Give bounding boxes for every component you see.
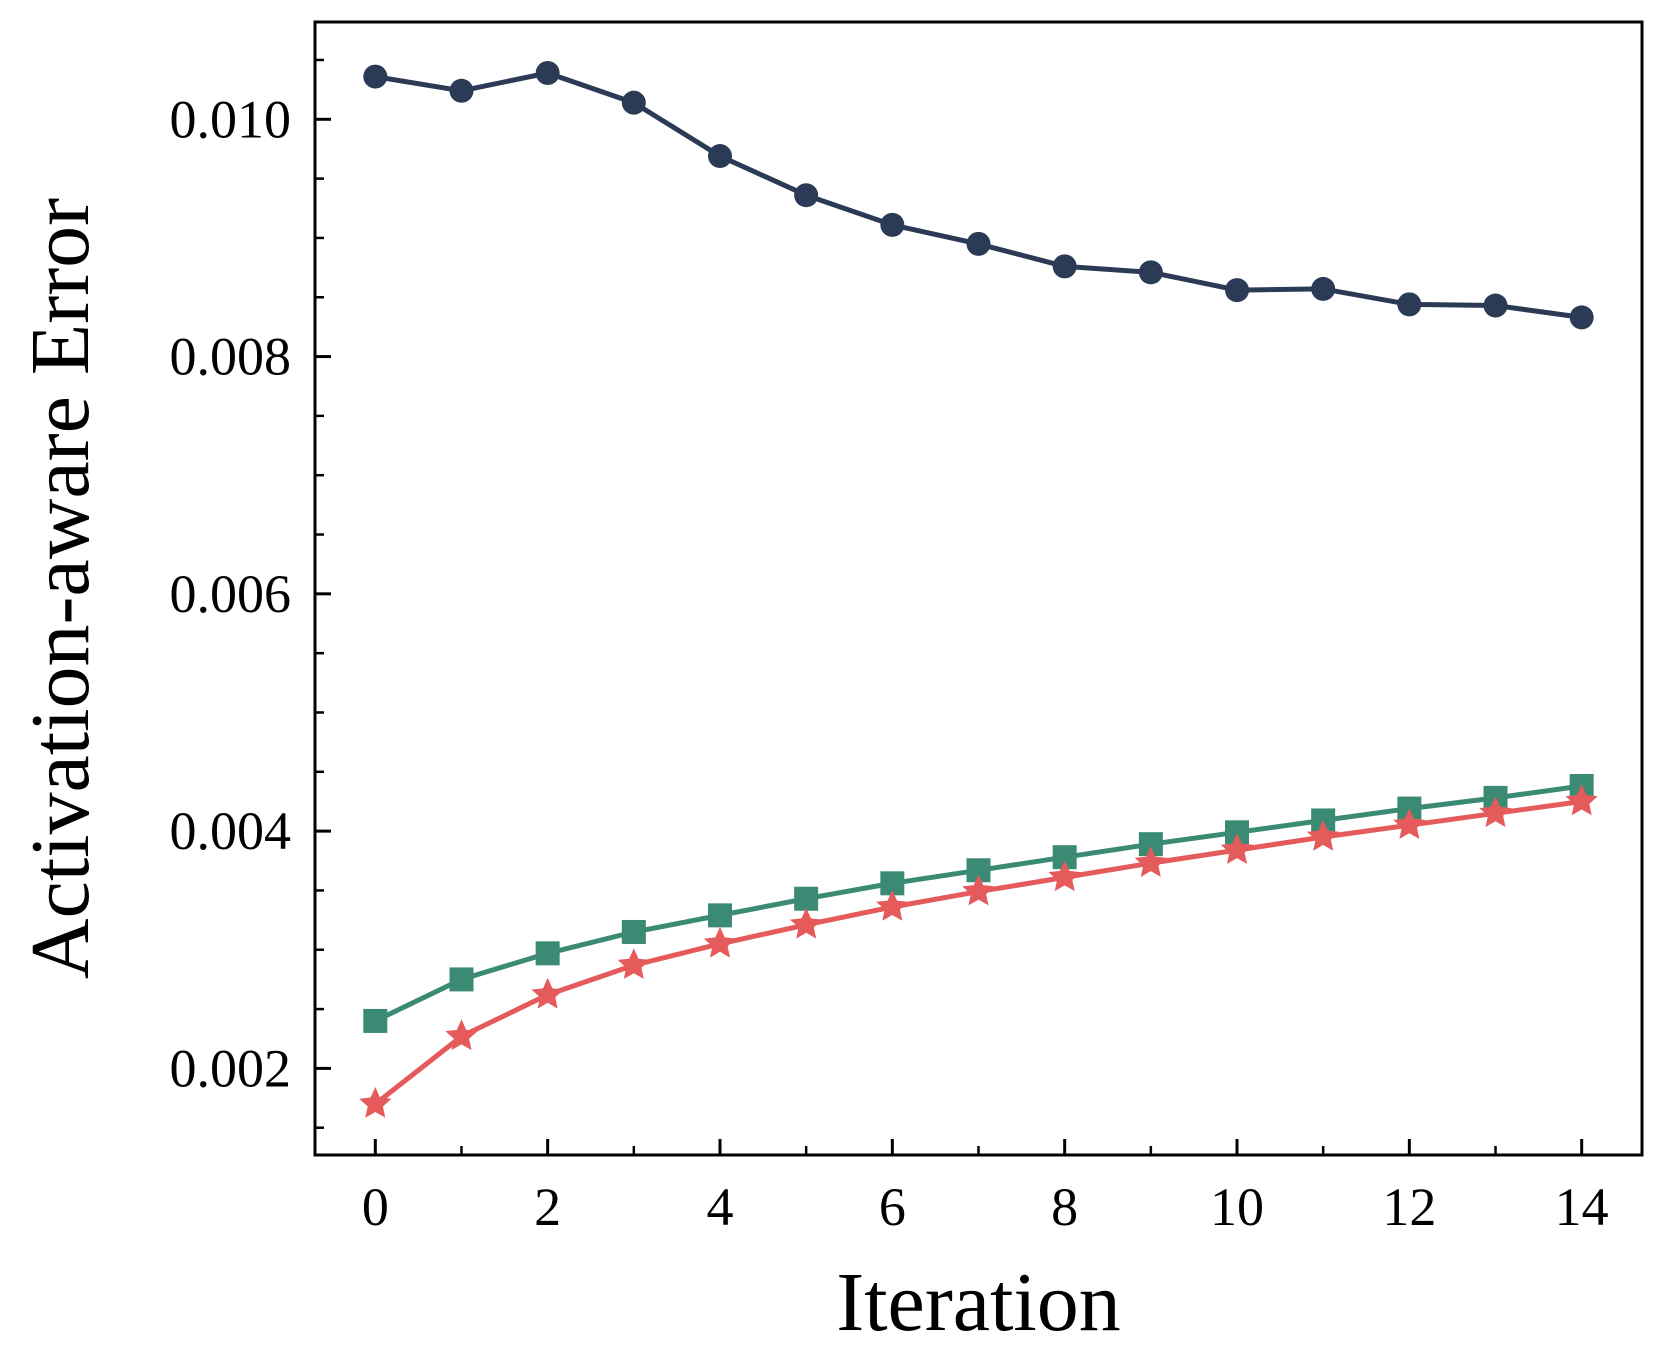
y-tick-label: 0.006 [170, 564, 292, 624]
data-point [1393, 808, 1426, 839]
y-tick-label: 0.010 [170, 89, 292, 149]
data-point [794, 886, 819, 911]
data-point [1052, 254, 1077, 279]
data-point [703, 926, 737, 958]
y-axis-title: Activation-aware Error [14, 198, 107, 979]
data-point [1565, 784, 1598, 816]
data-point [1138, 260, 1163, 285]
x-tick-label: 14 [1555, 1177, 1609, 1237]
data-point [1225, 278, 1250, 303]
data-point [876, 890, 909, 921]
data-point [531, 977, 564, 1009]
data-point [1307, 820, 1340, 851]
data-point [1479, 796, 1512, 828]
data-point [790, 907, 823, 939]
data-point [535, 941, 560, 966]
dark-circle-series [363, 61, 1594, 330]
x-axis-title: Iteration [836, 1256, 1121, 1349]
data-point [707, 903, 732, 928]
data-point [445, 1019, 478, 1051]
data-point [1397, 292, 1422, 317]
data-point [794, 183, 819, 208]
data-point [449, 967, 474, 992]
x-tick-label: 0 [362, 1177, 389, 1237]
x-tick-label: 2 [534, 1177, 561, 1237]
data-point [363, 1008, 388, 1033]
data-point [617, 948, 650, 979]
red-star-series [359, 784, 1598, 1118]
data-point [621, 90, 646, 115]
y-tick-label: 0.004 [170, 801, 292, 861]
data-point [363, 64, 388, 89]
x-tick-label: 8 [1051, 1177, 1078, 1237]
data-point [1048, 860, 1081, 892]
data-point [449, 78, 474, 103]
data-point [1220, 833, 1254, 864]
x-tick-label: 10 [1210, 1177, 1264, 1237]
x-tick-label: 12 [1382, 1177, 1436, 1237]
y-tick-label: 0.002 [170, 1038, 292, 1098]
y-tick-label: 0.008 [170, 327, 292, 387]
plot-frame [313, 20, 1644, 1157]
data-point [1569, 305, 1594, 330]
data-point [621, 919, 646, 944]
data-point [880, 212, 905, 237]
data-series [359, 61, 1598, 1118]
data-point [707, 144, 732, 169]
x-tick-label: 4 [706, 1177, 733, 1237]
x-tick-label: 6 [879, 1177, 906, 1237]
data-point [359, 1087, 392, 1118]
data-point [535, 61, 560, 86]
data-point [962, 874, 995, 906]
data-point [1311, 276, 1336, 301]
data-point [1134, 846, 1167, 877]
axis-tick-labels: 0 2 4 6 8 10 12 14 0.002 0.004 0.006 0.008 0.010 [170, 89, 1609, 1237]
data-point [966, 231, 991, 256]
data-point [1483, 293, 1508, 318]
